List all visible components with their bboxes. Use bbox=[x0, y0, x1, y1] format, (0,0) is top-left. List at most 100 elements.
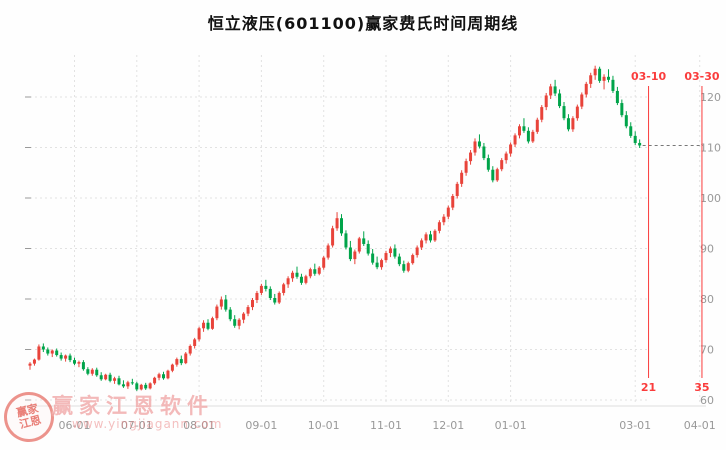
candle-body bbox=[210, 318, 214, 329]
candle-body bbox=[486, 158, 490, 170]
x-axis-label: 10-01 bbox=[308, 419, 340, 432]
x-axis-label: 03-01 bbox=[619, 419, 651, 432]
y-axis-label: 60 bbox=[700, 394, 714, 407]
candle-body bbox=[95, 369, 99, 376]
candle-body bbox=[242, 313, 246, 320]
candle-body bbox=[255, 292, 259, 301]
candle-body bbox=[104, 374, 108, 380]
candle-body bbox=[184, 353, 188, 364]
candle-body bbox=[455, 183, 459, 196]
candle-body bbox=[228, 309, 232, 320]
x-axis-label: 06-01 bbox=[59, 419, 91, 432]
candle-body bbox=[402, 264, 406, 271]
candle-body bbox=[170, 364, 174, 371]
candle-body bbox=[68, 355, 72, 361]
y-axis-label: 110 bbox=[700, 142, 721, 155]
candle-body bbox=[366, 243, 370, 254]
candle-body bbox=[509, 144, 513, 154]
candle-body bbox=[580, 94, 584, 107]
candle-body bbox=[526, 130, 530, 142]
candle-body bbox=[615, 90, 619, 104]
candle-body bbox=[393, 248, 397, 257]
candle-body bbox=[406, 263, 410, 271]
candle-body bbox=[264, 285, 268, 289]
y-axis-label: 120 bbox=[700, 91, 721, 104]
candle-body bbox=[522, 126, 526, 131]
candle-body bbox=[518, 126, 521, 136]
candle-body bbox=[317, 267, 321, 274]
y-axis-label: 90 bbox=[700, 243, 714, 256]
candle-body bbox=[90, 369, 94, 374]
candle-body bbox=[46, 349, 50, 354]
candle-body bbox=[313, 269, 317, 274]
x-axis-label: 01-01 bbox=[495, 419, 527, 432]
cycle-date-label: 03-30 bbox=[684, 70, 720, 83]
candle-body bbox=[113, 378, 117, 381]
candle-body bbox=[148, 383, 152, 389]
candle-body bbox=[362, 238, 366, 244]
grid-layer bbox=[30, 55, 701, 405]
candle-body bbox=[157, 374, 161, 378]
candle-body bbox=[540, 107, 544, 120]
y-axis-label: 100 bbox=[700, 192, 721, 205]
candle-body bbox=[197, 328, 201, 340]
candle-body bbox=[553, 86, 557, 94]
candle-body bbox=[130, 382, 134, 384]
x-axis-label: 07-01 bbox=[121, 419, 153, 432]
candle-body bbox=[620, 103, 624, 116]
candle-body bbox=[282, 284, 286, 293]
candle-body bbox=[73, 360, 76, 364]
candle-body bbox=[299, 276, 303, 283]
candle-body bbox=[215, 306, 219, 319]
candle-body bbox=[162, 374, 165, 379]
candle-body bbox=[500, 160, 504, 170]
candle-body bbox=[535, 119, 539, 132]
candle-body bbox=[593, 68, 597, 76]
candle-body bbox=[437, 222, 441, 231]
candle-body bbox=[322, 257, 326, 268]
candle-body bbox=[153, 377, 157, 384]
cycle-date-label: 03-10 bbox=[631, 70, 667, 83]
candle-body bbox=[108, 374, 112, 381]
candle-body bbox=[326, 245, 330, 258]
candle-body bbox=[237, 319, 241, 326]
candle-body bbox=[411, 255, 415, 264]
candle-body bbox=[308, 269, 312, 277]
candle-body bbox=[566, 118, 570, 130]
candle-body bbox=[384, 253, 388, 261]
candle-body bbox=[344, 233, 348, 248]
candle-body bbox=[233, 319, 237, 326]
candle-body bbox=[375, 262, 379, 268]
candle-body bbox=[388, 248, 392, 254]
candle-body bbox=[495, 169, 499, 181]
candle-body bbox=[135, 383, 139, 390]
x-axis-label: 09-01 bbox=[245, 419, 277, 432]
candle-body bbox=[166, 370, 170, 379]
candle-body bbox=[81, 362, 85, 370]
candle-body bbox=[433, 230, 437, 241]
candle-body bbox=[348, 247, 352, 260]
candle-body bbox=[224, 299, 228, 310]
candle-body bbox=[451, 195, 455, 208]
candle-body bbox=[28, 363, 32, 366]
candles-layer bbox=[28, 65, 703, 391]
candle-body bbox=[286, 278, 290, 285]
candle-body bbox=[188, 345, 192, 354]
candle-body bbox=[473, 141, 477, 153]
candle-body bbox=[126, 382, 130, 387]
candle-body bbox=[32, 359, 36, 364]
candle-body bbox=[139, 384, 143, 390]
candle-body bbox=[206, 322, 210, 329]
candle-body bbox=[86, 369, 90, 374]
candle-body bbox=[335, 218, 339, 229]
candle-body bbox=[624, 115, 628, 127]
candle-body bbox=[59, 355, 63, 359]
x-axis-label: 08-01 bbox=[183, 419, 215, 432]
candle-body bbox=[99, 375, 103, 380]
candle-body bbox=[469, 152, 473, 162]
candle-body bbox=[504, 153, 508, 161]
candle-body bbox=[397, 256, 401, 265]
candle-body bbox=[633, 135, 637, 143]
candle-body bbox=[41, 346, 45, 350]
candle-body bbox=[611, 79, 615, 91]
